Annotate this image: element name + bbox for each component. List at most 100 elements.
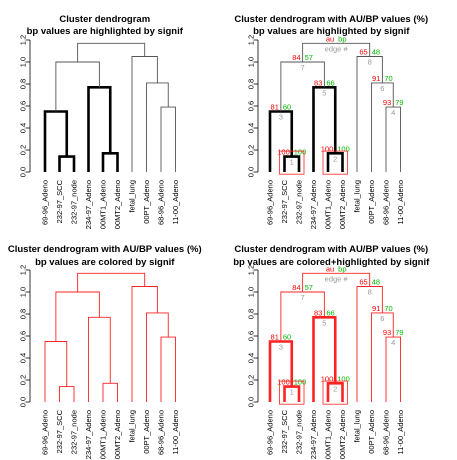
bp-value: 66	[326, 308, 334, 317]
y-tick-label: 0.4	[19, 353, 28, 363]
leaf-label: 234-97_Adeno	[84, 410, 93, 459]
y-tick-label: 1.2	[247, 265, 256, 275]
leaf-label: 69-96_Adeno	[266, 410, 275, 455]
bp-value: 60	[283, 333, 291, 342]
au-value: 65	[359, 278, 367, 287]
dendrogram-branch	[55, 291, 100, 342]
panel-bottom-right: Cluster dendrogram with AU/BP values (%)…	[233, 244, 430, 459]
edge-number: 4	[391, 108, 395, 117]
edge-number: 3	[279, 343, 283, 352]
leaf-label: 00MT2_Adeno	[113, 410, 122, 459]
y-tick-label: 0.8	[19, 79, 28, 89]
y-tick-label: 0.2	[247, 375, 256, 385]
dendrogram-branch	[43, 110, 69, 172]
bp-value: 48	[372, 278, 380, 287]
au-value: 84	[292, 53, 300, 62]
leaf-label: 00MT2_Adeno	[338, 180, 347, 229]
leaf-label: 00PT_Adeno	[142, 180, 151, 224]
leaf-label: 68-96_Adeno	[382, 180, 391, 225]
dendrogram-branch	[312, 316, 337, 402]
bp-value: 79	[395, 328, 403, 337]
leaf-label: fetal_lung	[128, 180, 137, 213]
y-tick-label: 1.0	[247, 287, 256, 297]
bp-value: 66	[326, 78, 334, 87]
y-tick-label: 0.6	[19, 331, 28, 341]
leaf-label: 11-00_Adeno	[396, 410, 405, 454]
dendrogram-branch	[371, 312, 394, 402]
dendrogram-branch	[58, 155, 76, 172]
y-tick-label: 0.0	[247, 167, 256, 177]
leaf-label: 00MT1_Adeno	[324, 180, 333, 229]
dendrogram-branch	[302, 42, 371, 62]
au-value: 100	[321, 144, 334, 153]
edge-number: edge #	[325, 44, 349, 53]
leaf-label: 11-00_Adeno	[396, 180, 405, 224]
bp-value: 57	[305, 283, 313, 292]
bp-value: 100	[337, 144, 350, 153]
significant-cluster-box	[322, 150, 348, 175]
y-tick-label: 0.4	[247, 123, 256, 133]
y-tick-label: 0.0	[19, 397, 28, 407]
dendrogram-branch	[88, 316, 111, 402]
y-tick-label: 0.2	[247, 145, 256, 155]
edge-number: 2	[333, 384, 337, 393]
leaf-label: 234-97_Adeno	[309, 410, 318, 459]
y-tick-label: 1.0	[19, 57, 28, 67]
leaf-label: 232-97_SCC	[280, 409, 289, 453]
y-tick-label: 0.6	[247, 101, 256, 111]
leaf-label: 68-96_Adeno	[157, 410, 166, 455]
au-value: 84	[292, 283, 300, 292]
panel-title: Cluster dendrogram with AU/BP values (%)	[234, 14, 428, 25]
edge-number: 4	[391, 338, 395, 347]
y-tick-label: 0.4	[247, 353, 256, 363]
dendrogram-branch	[87, 86, 112, 172]
au-value: 100	[277, 378, 290, 387]
dendrogram-branch	[146, 312, 169, 402]
au-value: 91	[372, 74, 380, 83]
dendrogram-branch	[102, 382, 118, 402]
dendrogram-branch	[160, 336, 176, 402]
leaf-label: 232-97_SCC	[280, 179, 289, 223]
y-tick-label: 0.6	[19, 101, 28, 111]
bp-value: 100	[294, 148, 307, 157]
leaf-label: 00PT_Adeno	[142, 410, 151, 454]
y-tick-label: 1.0	[247, 57, 256, 67]
panel-subtitle: bp values are colored+highlighted by sig…	[233, 257, 430, 268]
leaf-label: 68-96_Adeno	[382, 410, 391, 455]
y-tick-label: 0.8	[247, 309, 256, 319]
leaf-label: 232-97_SCC	[55, 179, 64, 223]
leaf-label: 232-97_node	[70, 410, 79, 454]
panel-top-left: Cluster dendrogram bp values are highlig…	[19, 14, 184, 229]
bp-value: 60	[283, 103, 291, 112]
edge-number: 1	[290, 388, 294, 397]
bp-value: 100	[294, 378, 307, 387]
dendrogram-branch	[302, 272, 371, 292]
edge-number: 7	[301, 63, 305, 72]
edge-number: 5	[322, 318, 326, 327]
au-value: 100	[321, 374, 334, 383]
leaf-label: 69-96_Adeno	[266, 180, 275, 225]
au-value: au	[326, 264, 334, 273]
panel-subtitle: bp values are highlighted by signif	[253, 26, 410, 37]
au-value: 91	[372, 304, 380, 313]
y-tick-label: 0.4	[19, 123, 28, 133]
edge-number: 1	[290, 158, 294, 167]
leaf-label: 00MT1_Adeno	[324, 410, 333, 459]
leaf-label: 00MT1_Adeno	[99, 410, 108, 459]
leaf-label: 00MT2_Adeno	[338, 410, 347, 459]
y-tick-label: 1.2	[19, 35, 28, 45]
leaf-label: 00PT_Adeno	[367, 180, 376, 224]
au-value: au	[326, 34, 334, 43]
dendrogram-branch	[59, 386, 75, 402]
y-tick-label: 0.6	[247, 331, 256, 341]
dendrogram-branch	[101, 152, 119, 172]
leaf-label: 69-96_Adeno	[41, 410, 50, 455]
leaf-label: 00PT_Adeno	[367, 410, 376, 454]
edge-number: 8	[368, 288, 372, 297]
edge-number: 8	[368, 58, 372, 67]
leaf-label: 232-97_node	[295, 410, 304, 454]
au-value: 93	[383, 98, 391, 107]
dendrogram-branch	[131, 56, 158, 172]
edge-number: edge #	[325, 274, 349, 283]
